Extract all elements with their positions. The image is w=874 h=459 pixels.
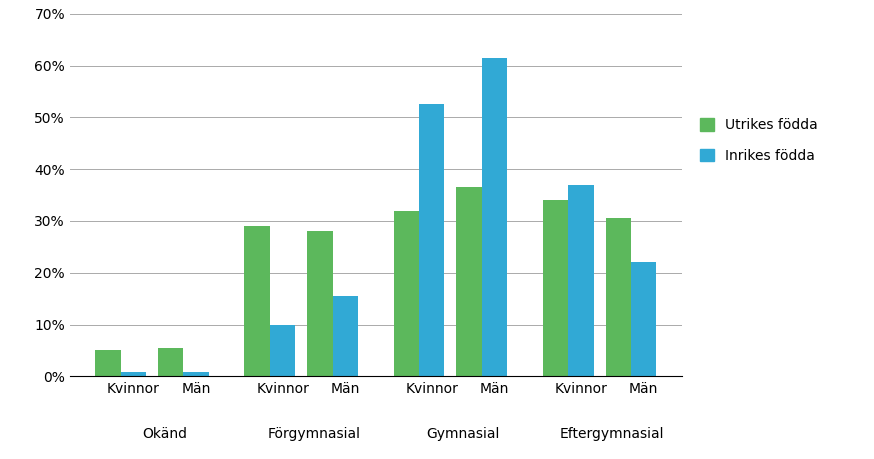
Bar: [121, 372, 146, 376]
Bar: [543, 200, 568, 376]
Bar: [456, 187, 482, 376]
Text: Gymnasial: Gymnasial: [427, 427, 500, 441]
Bar: [393, 211, 419, 376]
Legend: Utrikes födda, Inrikes födda: Utrikes födda, Inrikes födda: [695, 113, 823, 168]
Bar: [270, 325, 295, 376]
Bar: [568, 185, 593, 376]
Text: Eftergymnasial: Eftergymnasial: [560, 427, 664, 441]
Bar: [158, 348, 184, 376]
Bar: [245, 226, 270, 376]
Bar: [419, 104, 445, 376]
Bar: [631, 263, 656, 376]
Text: Okänd: Okänd: [142, 427, 187, 441]
Bar: [606, 218, 631, 376]
Bar: [184, 372, 209, 376]
Bar: [307, 231, 333, 376]
Bar: [482, 58, 507, 376]
Bar: [95, 351, 121, 376]
Bar: [333, 296, 358, 376]
Text: Förgymnasial: Förgymnasial: [267, 427, 360, 441]
